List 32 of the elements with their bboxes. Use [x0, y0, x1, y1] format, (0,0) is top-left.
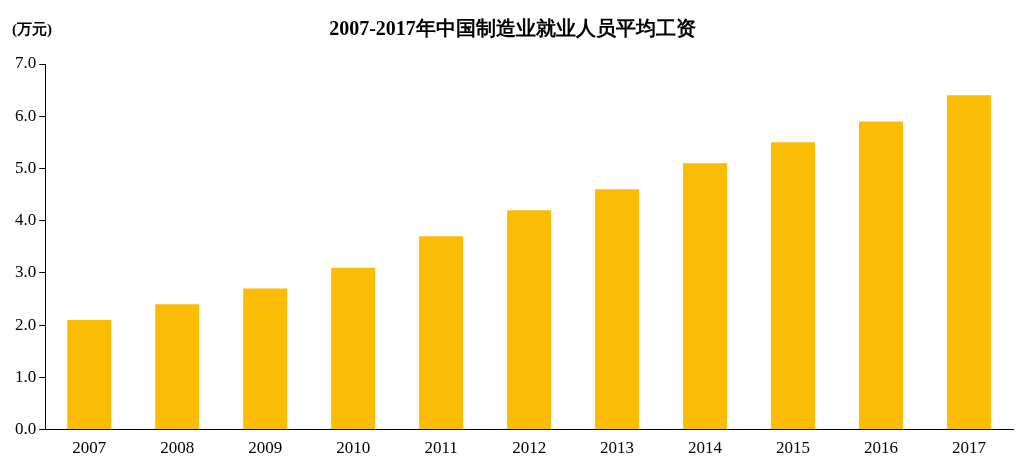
bar: [67, 319, 112, 430]
y-axis-title: (万元): [12, 20, 52, 38]
y-tick-label: 7.0: [15, 53, 37, 73]
bar: [419, 236, 464, 430]
bar: [947, 95, 992, 430]
x-tick-label: 2013: [600, 438, 635, 458]
bar: [683, 163, 728, 430]
y-tick-label: 4.0: [15, 210, 37, 230]
bar: [331, 267, 376, 430]
x-tick-label: 2017: [952, 438, 987, 458]
x-tick-label: 2012: [512, 438, 547, 458]
y-tick-label: 5.0: [15, 157, 37, 177]
bar: [243, 288, 288, 430]
x-tick-label: 2008: [160, 438, 195, 458]
x-tick-label: 2009: [248, 438, 283, 458]
y-tick-label: 1.0: [15, 366, 37, 386]
x-tick-label: 2007: [72, 438, 107, 458]
x-tick-label: 2015: [776, 438, 811, 458]
chart-title: 2007-2017年中国制造业就业人员平均工资: [329, 17, 696, 40]
x-tick-label: 2010: [336, 438, 371, 458]
y-tick-label: 3.0: [15, 262, 37, 282]
bar: [507, 210, 552, 430]
y-tick-label: 6.0: [15, 105, 37, 125]
x-tick-label: 2011: [424, 438, 458, 458]
x-tick-label: 2016: [864, 438, 899, 458]
bar: [771, 142, 816, 430]
y-tick-label: 0.0: [15, 419, 37, 439]
bar: [595, 189, 640, 430]
bar: [155, 304, 200, 430]
x-tick-label: 2014: [688, 438, 723, 458]
y-tick-label: 2.0: [15, 314, 37, 334]
bar: [859, 121, 904, 430]
